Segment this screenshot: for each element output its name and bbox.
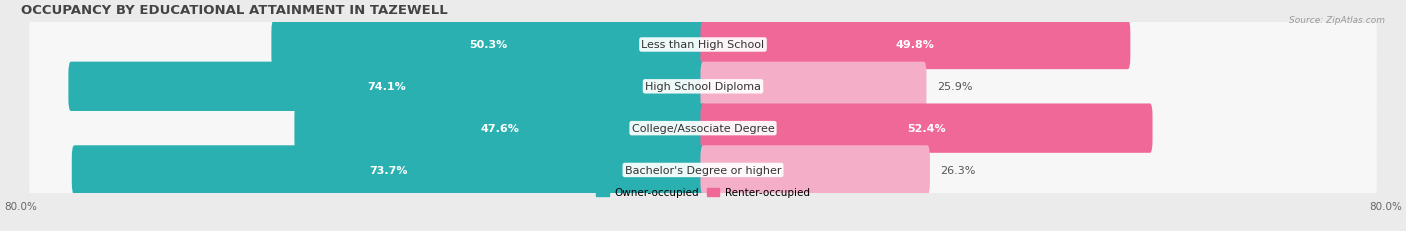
- FancyBboxPatch shape: [700, 104, 1153, 153]
- Text: College/Associate Degree: College/Associate Degree: [631, 124, 775, 134]
- Text: 74.1%: 74.1%: [367, 82, 406, 92]
- Text: 26.3%: 26.3%: [941, 165, 976, 175]
- Text: 25.9%: 25.9%: [936, 82, 972, 92]
- Text: High School Diploma: High School Diploma: [645, 82, 761, 92]
- FancyBboxPatch shape: [69, 62, 706, 112]
- Text: Less than High School: Less than High School: [641, 40, 765, 50]
- FancyBboxPatch shape: [30, 12, 1376, 78]
- FancyBboxPatch shape: [72, 146, 706, 195]
- Text: 52.4%: 52.4%: [907, 124, 946, 134]
- Text: OCCUPANCY BY EDUCATIONAL ATTAINMENT IN TAZEWELL: OCCUPANCY BY EDUCATIONAL ATTAINMENT IN T…: [21, 4, 447, 17]
- Text: 49.8%: 49.8%: [896, 40, 935, 50]
- Text: Bachelor's Degree or higher: Bachelor's Degree or higher: [624, 165, 782, 175]
- Text: 50.3%: 50.3%: [470, 40, 508, 50]
- FancyBboxPatch shape: [30, 137, 1376, 203]
- FancyBboxPatch shape: [30, 54, 1376, 120]
- Legend: Owner-occupied, Renter-occupied: Owner-occupied, Renter-occupied: [592, 183, 814, 202]
- FancyBboxPatch shape: [700, 21, 1130, 70]
- Text: 73.7%: 73.7%: [370, 165, 408, 175]
- FancyBboxPatch shape: [30, 96, 1376, 161]
- FancyBboxPatch shape: [294, 104, 706, 153]
- Text: Source: ZipAtlas.com: Source: ZipAtlas.com: [1289, 16, 1385, 25]
- Text: 47.6%: 47.6%: [481, 124, 519, 134]
- FancyBboxPatch shape: [271, 21, 706, 70]
- FancyBboxPatch shape: [700, 62, 927, 112]
- FancyBboxPatch shape: [700, 146, 929, 195]
